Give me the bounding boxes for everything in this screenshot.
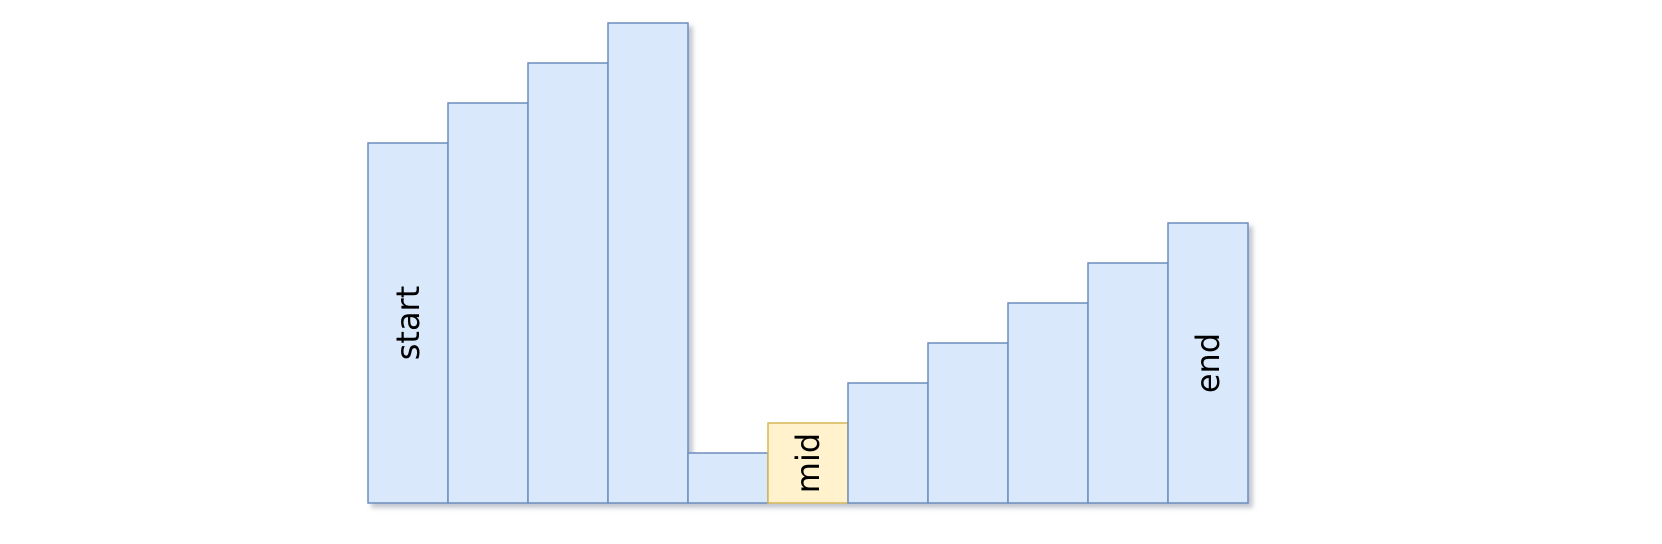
bar-6 [767,422,849,504]
bar-7 [847,382,929,504]
bars-group [367,22,1249,504]
labels-group: start mid end [389,286,1227,493]
bar-5 [687,452,769,504]
bar-11 [1167,222,1249,504]
bar-9 [1007,302,1089,504]
bar-label-mid: mid [789,433,827,493]
bar-4 [607,22,689,504]
bar-1 [367,142,449,504]
bar-3 [527,62,609,504]
bar-10 [1087,262,1169,504]
bar-label-start: start [389,286,427,361]
bar-label-end: end [1189,333,1227,393]
bar-8 [927,342,1009,504]
bar-2 [447,102,529,504]
